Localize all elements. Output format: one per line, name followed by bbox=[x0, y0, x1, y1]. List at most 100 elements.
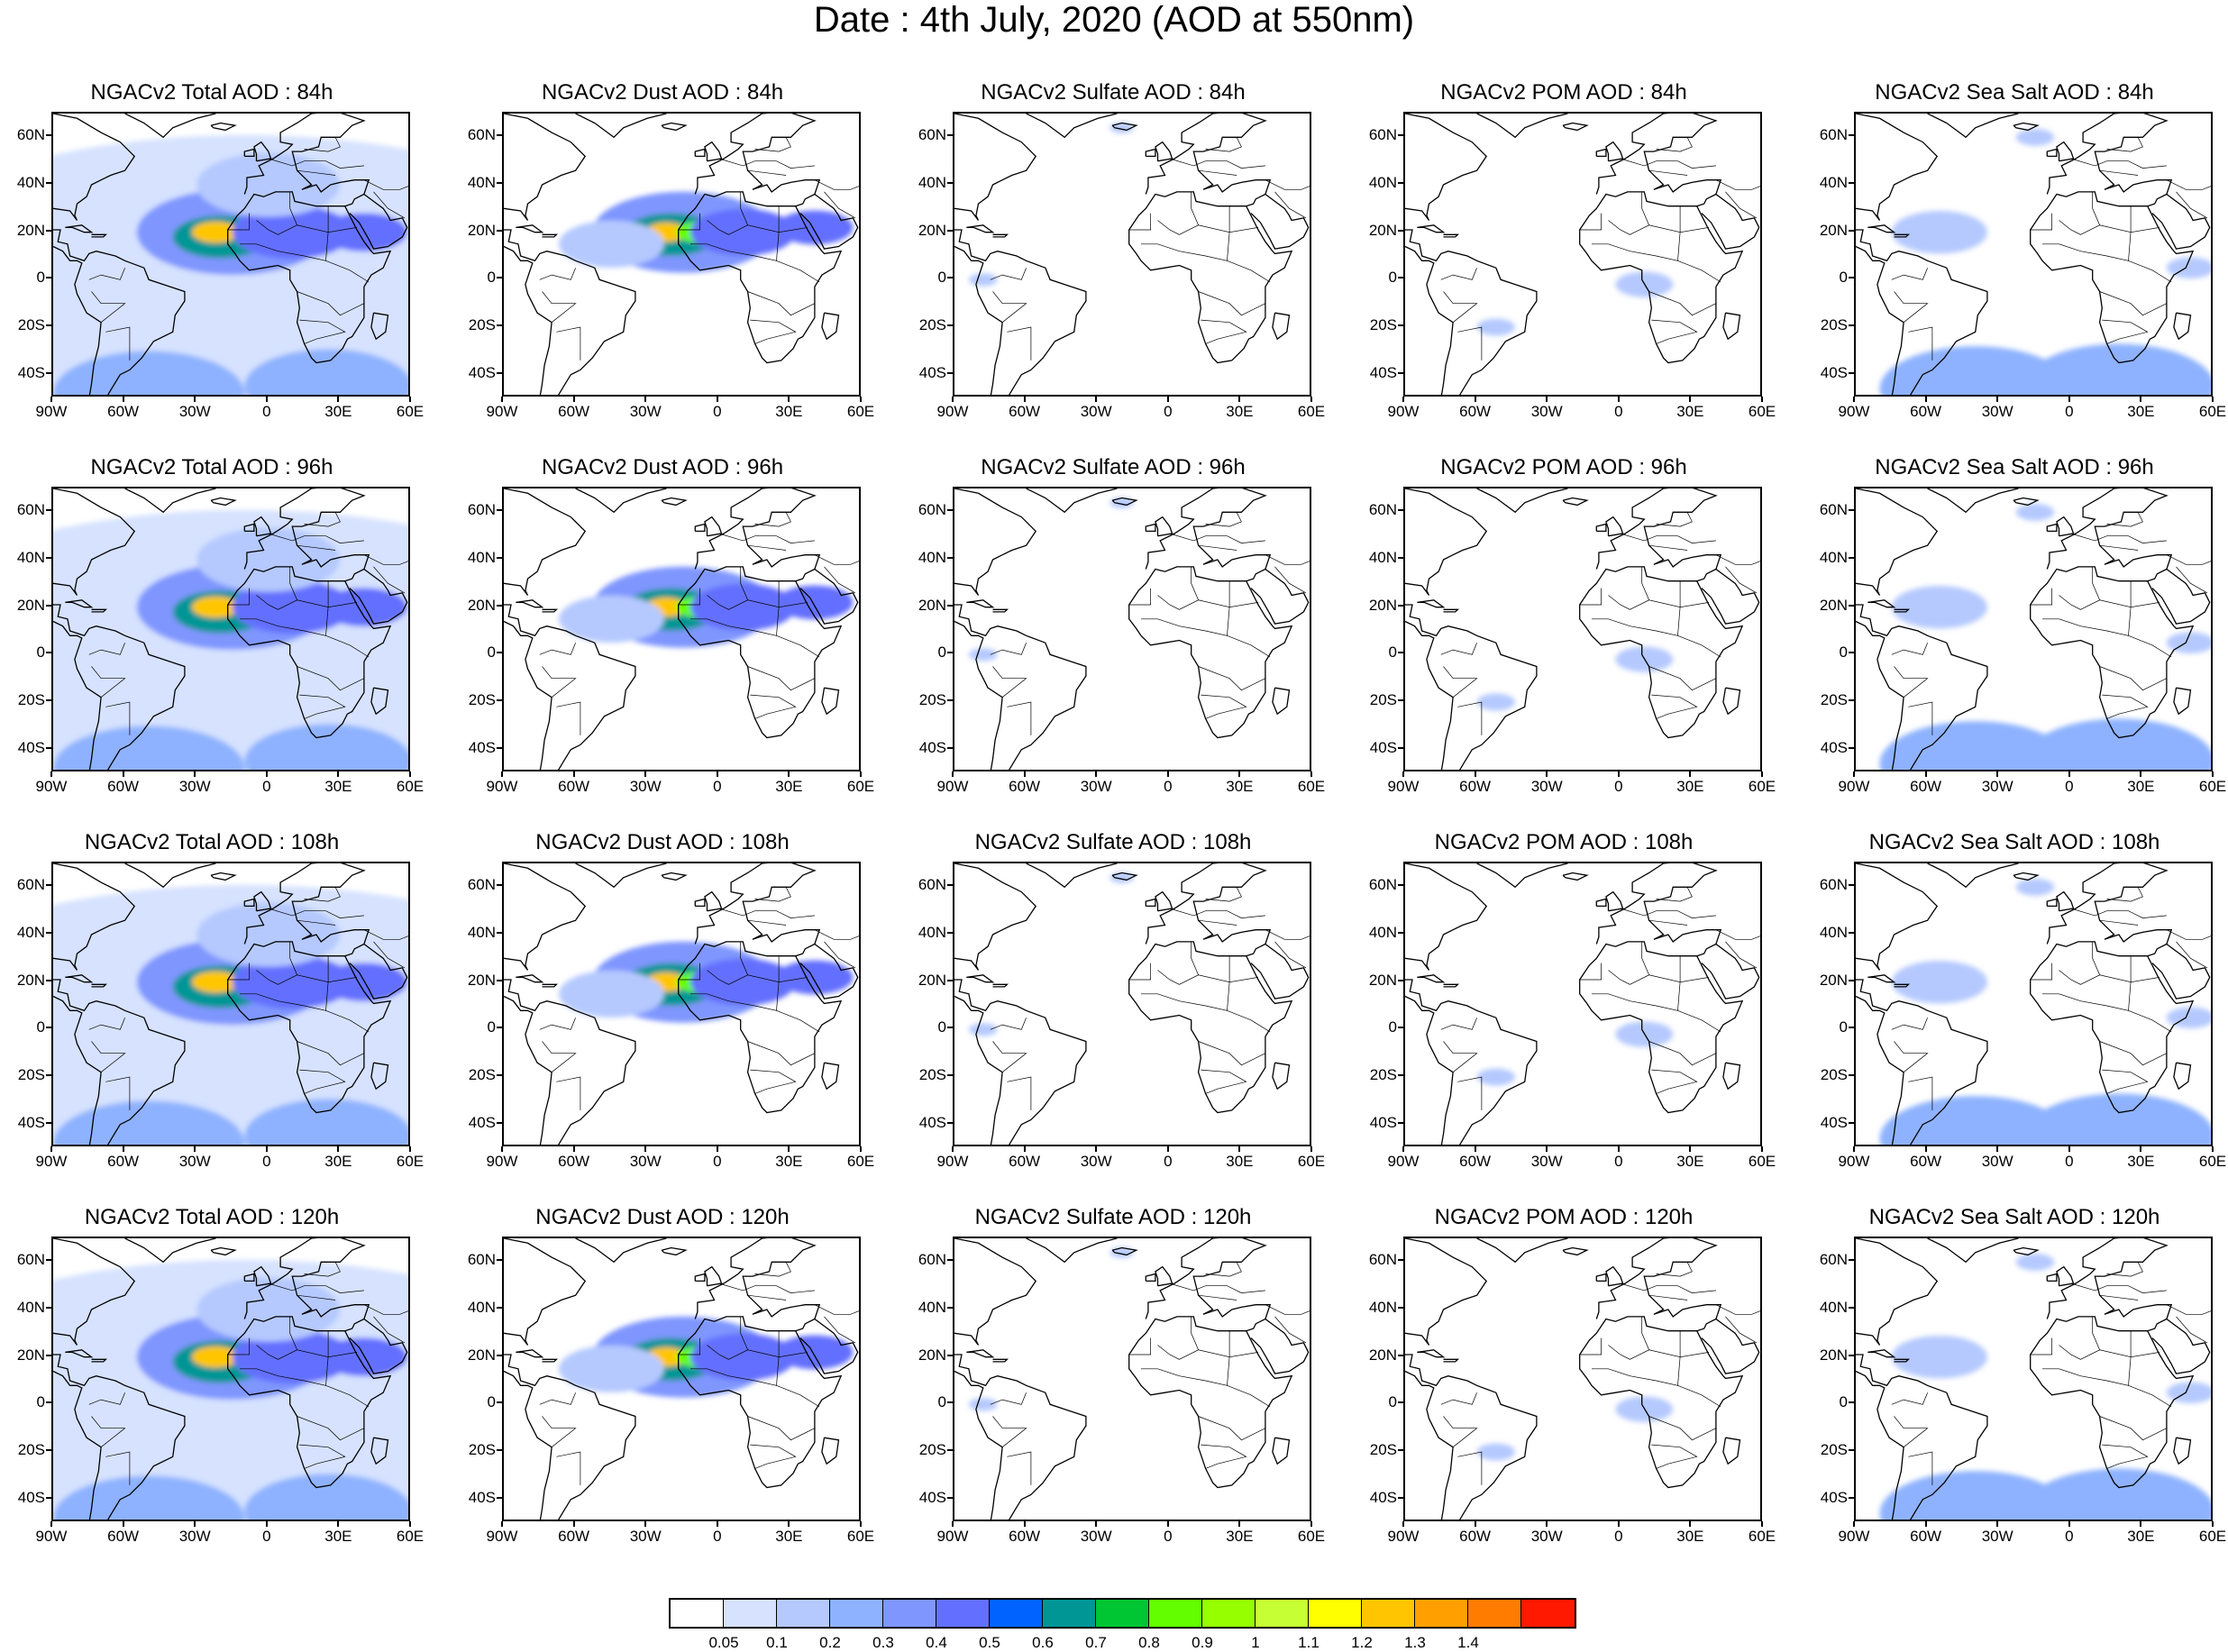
border-7 bbox=[1908, 1451, 1933, 1485]
coastline-2 bbox=[1476, 863, 1568, 889]
border-14 bbox=[824, 566, 856, 594]
y-tick-label: 20N bbox=[1368, 1346, 1397, 1364]
aod-region-4 bbox=[233, 1330, 352, 1384]
aod-region-7 bbox=[244, 1474, 408, 1520]
aod-map bbox=[954, 1238, 1310, 1520]
country-borders bbox=[990, 137, 1310, 361]
aod-map bbox=[504, 488, 859, 770]
border-8 bbox=[91, 1041, 126, 1072]
x-tick bbox=[1617, 1146, 1620, 1152]
border-0 bbox=[2030, 213, 2052, 231]
border-6 bbox=[750, 319, 797, 344]
x-tick bbox=[788, 1146, 790, 1152]
x-tick-label: 60W bbox=[1910, 403, 1942, 420]
coastline-10 bbox=[992, 608, 1009, 613]
colorbar-box-7 bbox=[1043, 1600, 1096, 1627]
y-tick-label: 20N bbox=[1819, 1346, 1848, 1364]
coastline-5 bbox=[2151, 568, 2211, 625]
aod-region-1 bbox=[2023, 1093, 2211, 1145]
coastline-6 bbox=[2173, 687, 2192, 716]
coastline-5 bbox=[349, 568, 408, 625]
coastline-1 bbox=[1405, 1354, 1538, 1520]
border-3 bbox=[2130, 955, 2160, 983]
y-tick-label: 20N bbox=[1819, 971, 1848, 989]
border-12 bbox=[2106, 887, 2143, 902]
x-tick-label: 60E bbox=[1748, 403, 1776, 420]
panel-title: NGACv2 Sea Salt AOD : 108h bbox=[1868, 830, 2160, 854]
border-11 bbox=[2099, 544, 2139, 551]
coastline-9 bbox=[1867, 599, 1896, 608]
coastline-10 bbox=[992, 233, 1009, 238]
border-9 bbox=[990, 1392, 1027, 1405]
coastline-7 bbox=[2056, 516, 2075, 537]
coastline-0 bbox=[954, 1238, 1037, 1346]
border-3 bbox=[2130, 580, 2160, 608]
border-13 bbox=[363, 929, 408, 940]
coastlines bbox=[53, 488, 408, 770]
aod-map bbox=[53, 863, 408, 1145]
colorbar-label: 0.1 bbox=[766, 1634, 788, 1651]
y-tick bbox=[1398, 1354, 1403, 1356]
coastline-7 bbox=[253, 890, 272, 912]
border-5 bbox=[2099, 1416, 2168, 1441]
y-tick bbox=[1398, 371, 1403, 374]
x-tick bbox=[788, 397, 790, 402]
x-tick-label: 60E bbox=[1297, 1528, 1326, 1545]
coastlines bbox=[1405, 863, 1760, 1145]
x-tick bbox=[501, 397, 503, 402]
coastline-4 bbox=[1128, 114, 1293, 364]
coastline-7 bbox=[253, 141, 272, 162]
map-panel-sulfate-96h: NGACv2 Sulfate AOD : 96h 90W 60W 30W 0 30E 60E… bbox=[901, 456, 1325, 831]
border-1 bbox=[2042, 220, 2132, 261]
y-tick bbox=[1849, 182, 1854, 184]
coastline-2 bbox=[1476, 1238, 1568, 1264]
x-tick bbox=[50, 1521, 52, 1527]
border-12 bbox=[304, 137, 341, 152]
panel-title: NGACv2 Sulfate AOD : 84h bbox=[981, 80, 1246, 105]
aod-region-6 bbox=[53, 1475, 245, 1520]
coastline-0 bbox=[504, 1238, 587, 1346]
x-tick-label: 0 bbox=[262, 778, 271, 795]
x-tick-label: 30E bbox=[324, 778, 352, 795]
coastline-2 bbox=[1927, 488, 2019, 514]
coastline-6 bbox=[821, 312, 840, 341]
coastline-2 bbox=[1927, 114, 2019, 139]
border-8 bbox=[91, 1416, 126, 1447]
border-0 bbox=[1128, 963, 1151, 981]
colorbar-box-15 bbox=[1468, 1600, 1521, 1627]
coastline-3 bbox=[1111, 122, 1138, 132]
x-tick bbox=[1095, 1146, 1098, 1152]
border-0 bbox=[227, 1337, 250, 1355]
border-12 bbox=[304, 1262, 341, 1277]
y-tick-label: 40S bbox=[17, 1113, 45, 1131]
coastline-3 bbox=[1562, 1246, 1589, 1256]
border-13 bbox=[1265, 554, 1310, 565]
y-tick-label: 20N bbox=[467, 971, 496, 989]
y-tick-label: 0 bbox=[36, 1018, 45, 1036]
aod-map bbox=[504, 1238, 859, 1520]
border-2 bbox=[1191, 941, 1199, 975]
y-tick bbox=[1849, 746, 1854, 749]
y-tick bbox=[1849, 1496, 1854, 1499]
x-tick-label: 30W bbox=[178, 778, 211, 795]
border-0 bbox=[1128, 213, 1151, 231]
x-tick-label: 30E bbox=[775, 778, 803, 795]
aod-map bbox=[1405, 114, 1760, 395]
coastline-4 bbox=[2030, 1238, 2195, 1489]
y-tick bbox=[497, 746, 502, 749]
coastline-2 bbox=[124, 488, 216, 514]
panel-title: NGACv2 Total AOD : 84h bbox=[90, 80, 333, 105]
x-tick bbox=[1689, 1146, 1692, 1152]
y-tick bbox=[1398, 1121, 1403, 1124]
coastline-9 bbox=[1867, 974, 1896, 983]
y-tick-label: 0 bbox=[36, 1393, 45, 1411]
map-frame bbox=[51, 487, 410, 771]
border-6 bbox=[750, 1069, 797, 1094]
aod-field bbox=[53, 1259, 408, 1520]
map-frame bbox=[51, 112, 410, 397]
x-tick-label: 30E bbox=[324, 1153, 352, 1170]
y-tick-label: 0 bbox=[1388, 1393, 1397, 1411]
border-10 bbox=[268, 158, 364, 169]
colorbar-box-10 bbox=[1202, 1600, 1256, 1627]
x-tick bbox=[122, 771, 124, 777]
